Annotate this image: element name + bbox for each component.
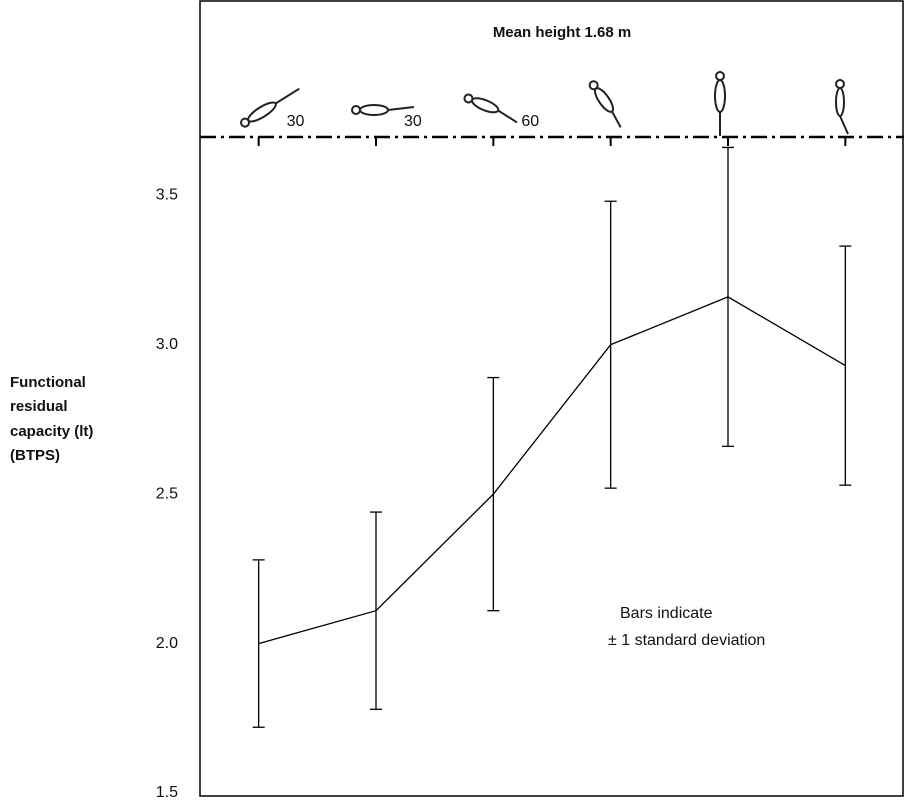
error-bar bbox=[253, 560, 265, 727]
y-axis-label: residual bbox=[10, 398, 68, 415]
x-tick-label: 30 bbox=[287, 113, 305, 130]
annotation: ± 1 standard deviation bbox=[608, 632, 765, 649]
y-tick-label: 3.0 bbox=[156, 336, 178, 353]
y-axis-label: (BTPS) bbox=[10, 447, 60, 464]
y-tick-label: 2.0 bbox=[156, 635, 178, 652]
annotation: Bars indicate bbox=[620, 605, 713, 622]
error-bar bbox=[839, 246, 851, 485]
error-bar bbox=[722, 147, 734, 446]
chart-title: Mean height 1.68 m bbox=[493, 24, 631, 41]
y-axis-label: Functional bbox=[10, 374, 86, 391]
y-axis-label: capacity (lt) bbox=[10, 423, 93, 440]
y-tick-label: 2.5 bbox=[156, 485, 178, 502]
y-tick-label: 3.5 bbox=[156, 186, 178, 203]
y-tick-label: 1.5 bbox=[156, 784, 178, 801]
error-bar bbox=[487, 378, 499, 611]
chart: Mean height 1.68 m Functional residual c… bbox=[0, 0, 904, 801]
error-bar bbox=[370, 512, 382, 709]
x-tick-label: 30 bbox=[404, 113, 422, 130]
error-bar bbox=[605, 201, 617, 488]
posture-icons bbox=[239, 72, 848, 136]
x-tick-label: 60 bbox=[521, 113, 539, 130]
data-line bbox=[259, 297, 846, 644]
plot-frame bbox=[200, 1, 903, 796]
